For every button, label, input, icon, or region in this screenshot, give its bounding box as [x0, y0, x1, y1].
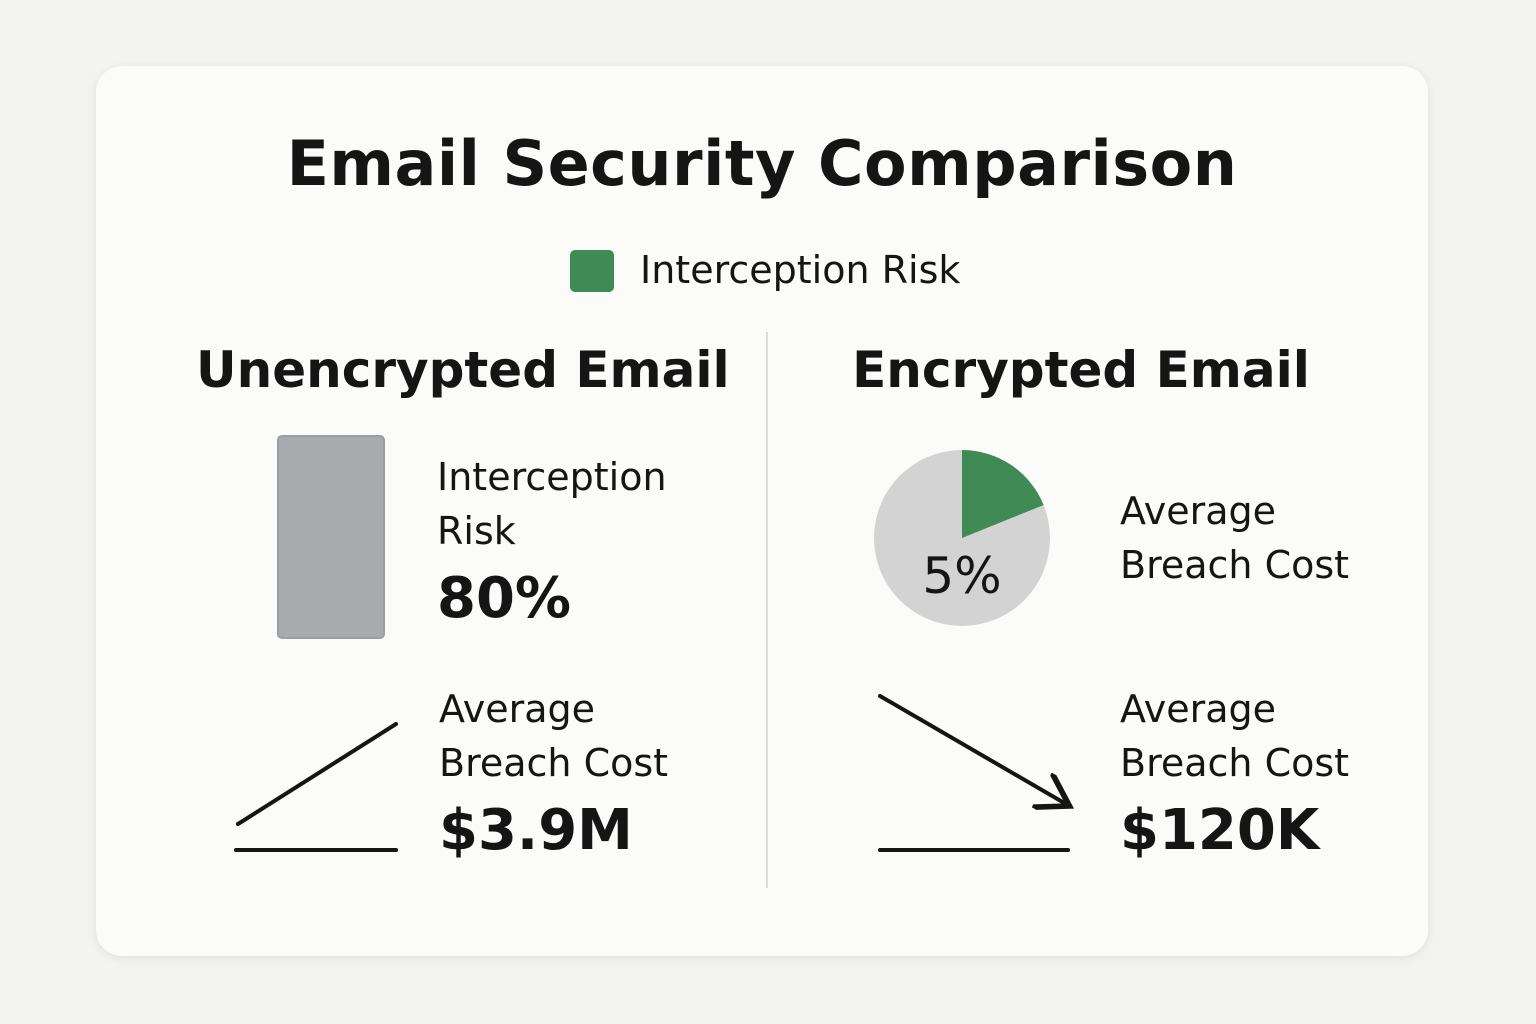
pie-label-line1: Average	[1120, 489, 1277, 533]
legend-swatch	[570, 250, 614, 292]
risk-bar	[277, 435, 385, 639]
risk-label-line1: Interception	[437, 455, 667, 499]
trend-up-line	[236, 722, 398, 826]
chart-title: Email Security Comparison	[286, 127, 1238, 200]
cost-value: $3.9M	[439, 798, 633, 863]
enc-cost-label-line1: Average	[1120, 687, 1277, 731]
trend-down-arrow	[878, 694, 1066, 804]
pie-value-label: 5%	[922, 547, 1002, 605]
breach-cost-up-chart	[234, 722, 398, 852]
risk-value: 80%	[437, 566, 572, 631]
encrypted-title: Encrypted Email	[852, 341, 1310, 399]
cost-label-line1: Average	[439, 687, 596, 731]
unencrypted-title: Unencrypted Email	[196, 341, 730, 399]
comparison-card: Email Security Comparison Interception R…	[96, 66, 1428, 956]
legend-label: Interception Risk	[640, 248, 961, 292]
pie-label-line2: Breach Cost	[1120, 543, 1350, 587]
enc-cost-value: $120K	[1120, 798, 1320, 863]
risk-bar-chart	[277, 435, 385, 639]
enc-cost-label-line2: Breach Cost	[1120, 741, 1350, 785]
pie-slice-interception-risk	[962, 450, 1044, 538]
breach-cost-down-chart	[878, 694, 1076, 852]
cost-label-line2: Breach Cost	[439, 741, 669, 785]
risk-label-line2: Risk	[437, 509, 516, 553]
panel-divider	[766, 332, 768, 888]
risk-pie-chart	[874, 450, 1050, 626]
